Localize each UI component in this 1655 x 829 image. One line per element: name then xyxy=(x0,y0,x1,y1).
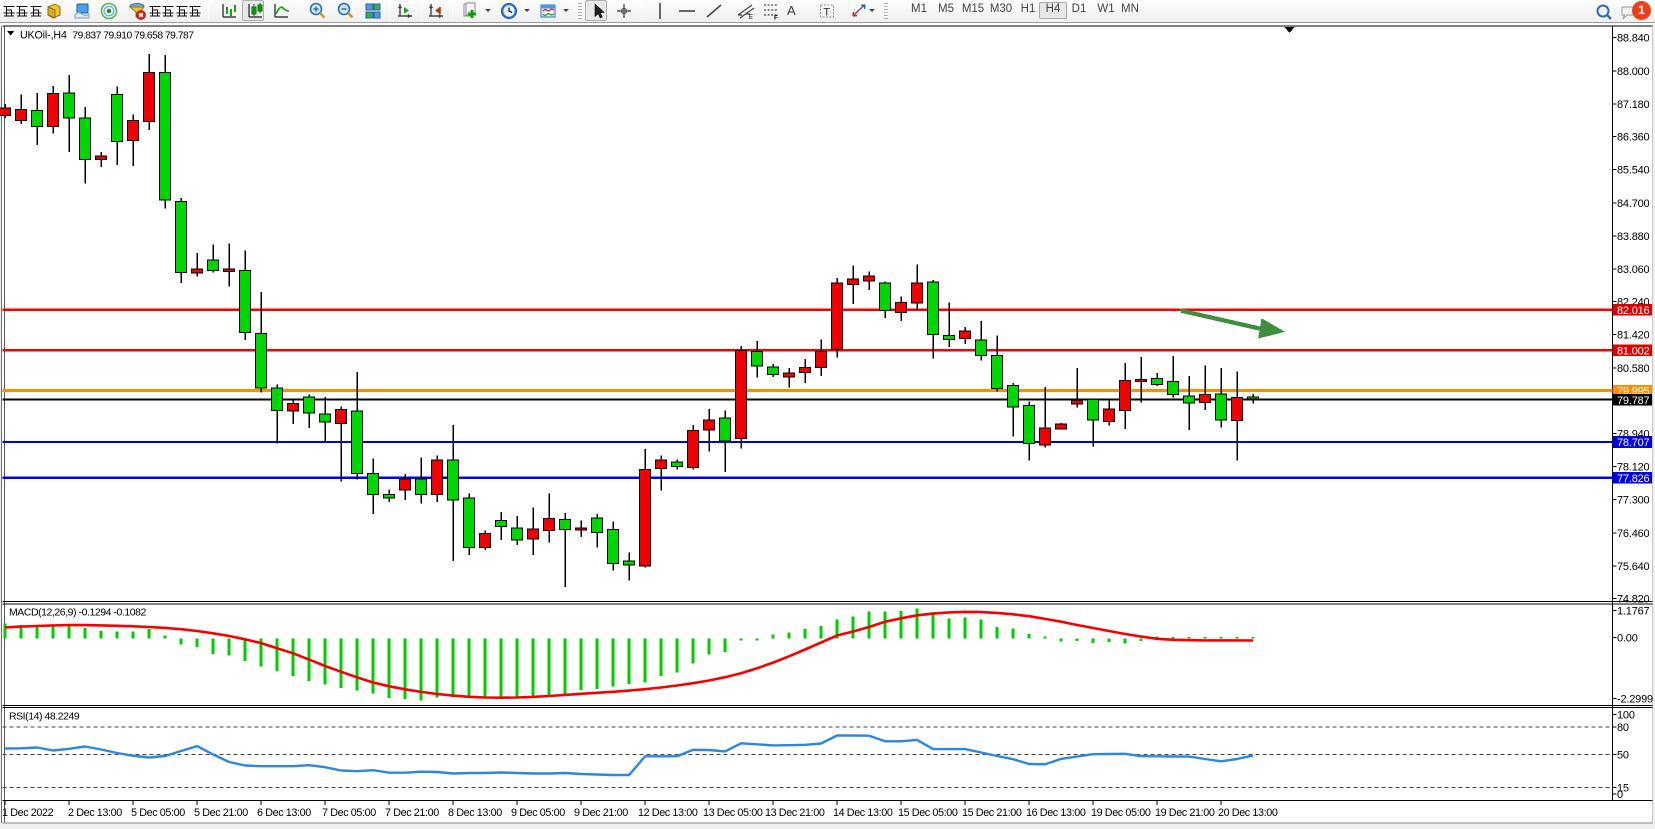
svg-text:88.000: 88.000 xyxy=(1617,66,1650,78)
svg-text:100: 100 xyxy=(1617,710,1635,722)
svg-text:UKOil-,H4: UKOil-,H4 xyxy=(20,30,67,42)
svg-text:15 Dec 21:00: 15 Dec 21:00 xyxy=(962,807,1022,819)
svg-text:0: 0 xyxy=(1617,789,1623,801)
svg-text:14 Dec 13:00: 14 Dec 13:00 xyxy=(833,807,893,819)
svg-text:81.002: 81.002 xyxy=(1617,345,1650,357)
svg-text:19 Dec 21:00: 19 Dec 21:00 xyxy=(1155,807,1215,819)
svg-text:15: 15 xyxy=(1617,783,1629,795)
svg-text:20 Dec 13:00: 20 Dec 13:00 xyxy=(1218,807,1278,819)
svg-text:15 Dec 05:00: 15 Dec 05:00 xyxy=(898,807,958,819)
svg-text:85.540: 85.540 xyxy=(1617,165,1650,177)
svg-text:77.300: 77.300 xyxy=(1617,494,1650,506)
svg-text:0.00: 0.00 xyxy=(1617,633,1638,645)
svg-text:83.880: 83.880 xyxy=(1617,231,1650,243)
svg-text:84.700: 84.700 xyxy=(1617,198,1650,210)
svg-text:13 Dec 21:00: 13 Dec 21:00 xyxy=(765,807,825,819)
svg-text:87.180: 87.180 xyxy=(1617,99,1650,111)
svg-text:7 Dec 21:00: 7 Dec 21:00 xyxy=(385,807,439,819)
svg-text:79.787: 79.787 xyxy=(1617,395,1650,407)
svg-text:MACD(12,26,9) -0.1294 -0.1082: MACD(12,26,9) -0.1294 -0.1082 xyxy=(9,607,147,619)
svg-text:9 Dec 05:00: 9 Dec 05:00 xyxy=(511,807,565,819)
svg-text:13 Dec 05:00: 13 Dec 05:00 xyxy=(703,807,763,819)
svg-text:5 Dec 21:00: 5 Dec 21:00 xyxy=(194,807,248,819)
svg-text:RSI(14) 48.2249: RSI(14) 48.2249 xyxy=(9,711,80,723)
svg-text:83.060: 83.060 xyxy=(1617,264,1650,276)
svg-text:F: F xyxy=(774,15,778,21)
svg-text:50: 50 xyxy=(1617,750,1629,762)
svg-text:7 Dec 05:00: 7 Dec 05:00 xyxy=(322,807,376,819)
svg-text:86.360: 86.360 xyxy=(1617,132,1650,144)
svg-text:8 Dec 13:00: 8 Dec 13:00 xyxy=(448,807,502,819)
svg-text:9 Dec 21:00: 9 Dec 21:00 xyxy=(574,807,628,819)
svg-text:-2.2999: -2.2999 xyxy=(1617,694,1653,706)
svg-text:88.840: 88.840 xyxy=(1617,32,1650,44)
svg-text:80.580: 80.580 xyxy=(1617,363,1650,375)
svg-text:75.640: 75.640 xyxy=(1617,561,1650,573)
svg-text:1.1767: 1.1767 xyxy=(1617,606,1650,618)
svg-text:6 Dec 13:00: 6 Dec 13:00 xyxy=(257,807,311,819)
svg-text:80: 80 xyxy=(1617,722,1629,734)
svg-text:16 Dec 13:00: 16 Dec 13:00 xyxy=(1026,807,1086,819)
svg-text:5 Dec 05:00: 5 Dec 05:00 xyxy=(131,807,185,819)
svg-text:T: T xyxy=(823,7,830,19)
svg-text:78.707: 78.707 xyxy=(1617,437,1650,449)
svg-text:1 Dec 2022: 1 Dec 2022 xyxy=(2,807,54,819)
svg-text:77.826: 77.826 xyxy=(1617,473,1650,485)
svg-text:76.460: 76.460 xyxy=(1617,528,1650,540)
svg-text:74.820: 74.820 xyxy=(1617,594,1650,606)
svg-text:79.837 79.910 79.658 79.787: 79.837 79.910 79.658 79.787 xyxy=(72,31,194,42)
svg-text:2 Dec 13:00: 2 Dec 13:00 xyxy=(68,807,122,819)
svg-text:81.420: 81.420 xyxy=(1617,329,1650,341)
svg-text:82.016: 82.016 xyxy=(1617,305,1650,317)
svg-text:19 Dec 05:00: 19 Dec 05:00 xyxy=(1091,807,1151,819)
svg-text:12 Dec 13:00: 12 Dec 13:00 xyxy=(638,807,698,819)
svg-text:78.120: 78.120 xyxy=(1617,462,1650,474)
svg-text:E: E xyxy=(749,15,753,20)
